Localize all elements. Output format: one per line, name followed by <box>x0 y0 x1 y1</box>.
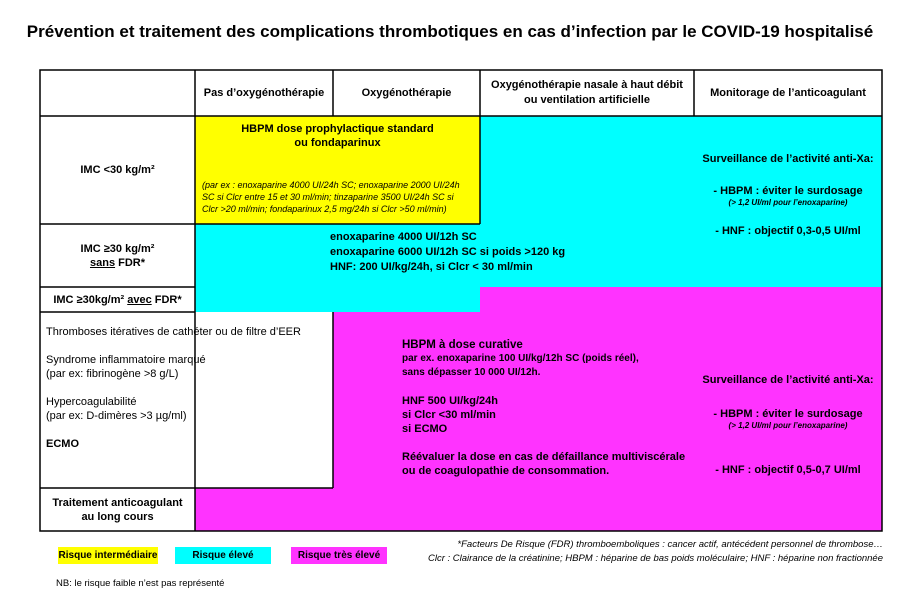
intermediate-line3: HNF: 200 UI/kg/24h, si Clcr < 30 ml/min <box>330 261 533 273</box>
prophylactic-region <box>195 116 480 224</box>
curative-line5: si Clcr <30 ml/min <box>402 409 496 421</box>
monitoring-top: Surveillance de l’activité anti-Xa: - HB… <box>694 152 882 238</box>
risk-factor-catheter: Thromboses itératives de cathéter ou de … <box>46 326 301 338</box>
page-title: Prévention et traitement des complicatio… <box>26 22 874 41</box>
monitoring-bottom-hnf: - HNF : objectif 0,5-0,7 UI/ml <box>715 464 861 476</box>
header-high-flow-line2: ou ventilation artificielle <box>524 94 650 106</box>
footnote-line1: *Facteurs De Risque (FDR) thromboemboliq… <box>457 539 883 550</box>
row-label-bmi-under-30: IMC <30 kg/m² <box>40 116 195 224</box>
curative-line6: si ECMO <box>402 423 448 435</box>
fdr-word: FDR* <box>115 256 146 269</box>
header-high-flow: Oxygénothérapie nasale à haut débit ou v… <box>480 70 694 116</box>
risk-factor-hypercoagulability-example: (par ex: D-dimères >3 µg/ml) <box>46 410 187 422</box>
prophylactic-detail-2: SC si Clcr entre 15 et 30 ml/min; tinzap… <box>202 192 454 202</box>
monitoring-bottom: Surveillance de l’activité anti-Xa: - HB… <box>694 373 882 477</box>
header-high-flow-line1: Oxygénothérapie nasale à haut débit <box>491 79 683 91</box>
row-label-bmi-30-fdr-text: IMC ≥30kg/m² avec FDR* <box>53 293 181 307</box>
risk-factor-ecmo: ECMO <box>46 438 79 450</box>
risk-factors-list: Thromboses itératives de cathéter ou de … <box>46 325 331 451</box>
bmi-text: IMC ≥30kg/m² <box>53 293 128 306</box>
row-label-long-term-anticoagulant: Traitement anticoagulant au long cours <box>40 488 195 531</box>
legend-intermediate-risk: Risque intermédiaire <box>58 547 158 564</box>
monitoring-top-hbpm-note: (> 1,2 UI/ml pour l’enoxaparine) <box>728 198 848 207</box>
sans-word: sans <box>89 256 116 269</box>
monitoring-top-title: Surveillance de l’activité anti-Xa: <box>702 153 874 165</box>
risk-factor-inflammatory: Syndrome inflammatoire marqué <box>46 354 206 366</box>
curative-line7: Réévaluer la dose en cas de défaillance … <box>402 451 686 463</box>
footnote-line2: Clcr : Clairance de la créatinine; HBPM … <box>427 553 883 564</box>
avec-word: avec <box>127 293 152 306</box>
row-label-bmi-under-30-text: IMC <30 kg/m² <box>80 164 155 176</box>
curative-line2: par ex. enoxaparine 100 UI/kg/12h SC (po… <box>402 353 639 364</box>
long-term-line2: au long cours <box>81 510 154 523</box>
prophylactic-dose-detail: (par ex : enoxaparine 4000 UI/24h SC; en… <box>202 179 478 215</box>
legend-high-risk: Risque élevé <box>175 547 271 564</box>
curative-line8: ou de coagulopathie de consommation. <box>402 465 610 477</box>
high-risk-region <box>195 116 882 312</box>
header-oxygen: Oxygénothérapie <box>361 86 452 99</box>
curative-line4: HNF 500 UI/kg/24h <box>402 395 498 407</box>
legend-note: NB: le risque faible n’est pas représent… <box>56 578 225 589</box>
fdr-text: FDR* <box>151 293 182 306</box>
monitoring-bottom-hbpm: - HBPM : éviter le surdosage <box>713 408 863 420</box>
curative-line1: HBPM à dose curative <box>402 339 523 351</box>
intermediate-dose: enoxaparine 4000 UI/12h SC enoxaparine 6… <box>330 230 670 275</box>
prophylactic-line1: HBPM dose prophylactique standard <box>241 123 434 135</box>
intermediate-line1: enoxaparine 4000 UI/12h SC <box>330 231 477 243</box>
long-term-line1: Traitement anticoagulant <box>52 496 183 509</box>
prophylactic-detail-3: Clcr >20 ml/min; fondaparinux 2,5 mg/24h… <box>202 204 447 214</box>
row-label-bmi-30-line1: IMC ≥30 kg/m² <box>80 242 155 255</box>
curative-line3: sans dépasser 10 000 UI/12h. <box>402 367 541 378</box>
curative-dose: HBPM à dose curative par ex. enoxaparine… <box>402 338 702 478</box>
monitoring-top-hbpm: - HBPM : éviter le surdosage <box>713 185 863 197</box>
row-label-bmi-30-line2: sans FDR* <box>90 256 145 270</box>
monitoring-top-hnf: - HNF : objectif 0,3-0,5 UI/ml <box>715 225 861 237</box>
monitoring-bottom-title: Surveillance de l’activité anti-Xa: <box>702 374 874 386</box>
risk-factor-inflammatory-example: (par ex: fibrinogène >8 g/L) <box>46 368 179 380</box>
prophylactic-detail-1: (par ex : enoxaparine 4000 UI/24h SC; en… <box>202 180 460 190</box>
monitoring-bottom-hbpm-note: (> 1,2 UI/ml pour l’enoxaparine) <box>728 421 848 430</box>
footnotes: *Facteurs De Risque (FDR) thromboemboliq… <box>395 538 883 566</box>
prophylactic-dose-title: HBPM dose prophylactique standard ou fon… <box>195 122 480 150</box>
risk-factor-hypercoagulability: Hypercoagulabilité <box>46 396 137 408</box>
prophylactic-line2: ou fondaparinux <box>294 137 381 149</box>
header-monitoring: Monitorage de l’anticoagulant <box>710 86 866 99</box>
row-label-bmi-30-without-fdr: IMC ≥30 kg/m² sans FDR* <box>40 224 195 287</box>
intermediate-line2: enoxaparine 6000 UI/12h SC si poids >120… <box>330 246 566 258</box>
legend-very-high-risk: Risque très élevé <box>291 547 387 564</box>
row-label-bmi-30-with-fdr: IMC ≥30kg/m² avec FDR* <box>40 287 195 312</box>
very-high-risk-region <box>195 287 882 531</box>
header-no-oxygen: Pas d’oxygénothérapie <box>203 86 325 99</box>
